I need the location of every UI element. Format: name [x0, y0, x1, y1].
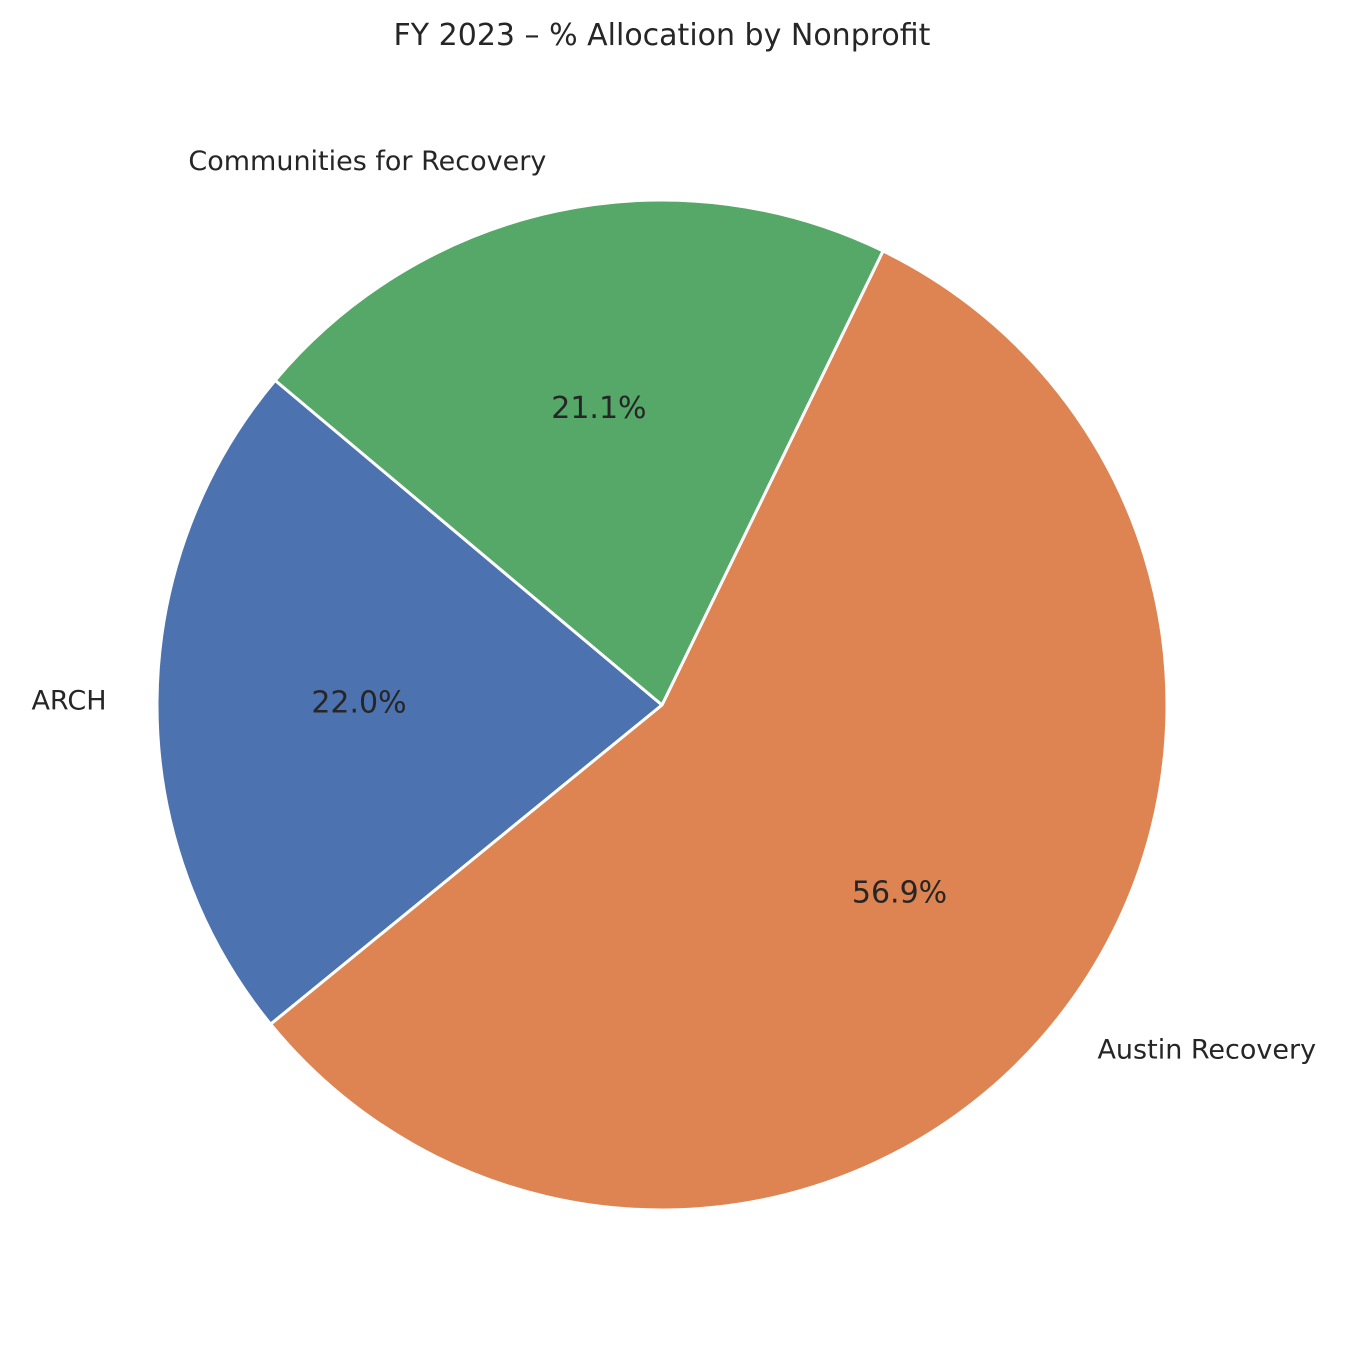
slice-label-arch: ARCH	[31, 686, 106, 717]
slice-label-communities-for-recovery: Communities for Recovery	[188, 146, 546, 177]
slice-percent-arch: 22.0%	[311, 685, 406, 720]
pie-slices	[157, 200, 1167, 1210]
slice-label-austin-recovery: Austin Recovery	[1097, 1034, 1316, 1065]
slice-percent-austin-recovery: 56.9%	[852, 876, 947, 911]
chart-title: FY 2023 – % Allocation by Nonprofit	[394, 18, 931, 53]
slice-percent-communities-for-recovery: 21.1%	[551, 391, 646, 426]
